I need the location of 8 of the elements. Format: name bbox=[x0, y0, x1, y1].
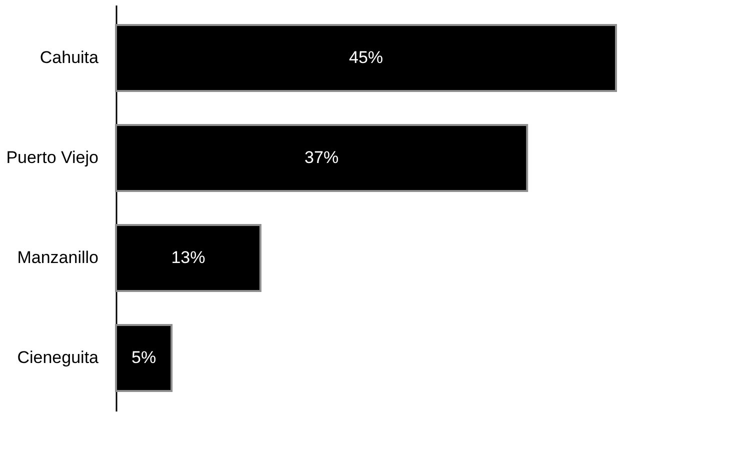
data-label: 37% bbox=[304, 148, 339, 167]
data-label: 5% bbox=[131, 348, 156, 367]
y-tick-label: Manzanillo bbox=[17, 248, 98, 267]
data-label: 13% bbox=[171, 248, 206, 267]
data-label: 45% bbox=[348, 48, 384, 67]
y-tick-label: Cieneguita bbox=[17, 348, 100, 367]
y-tick-label: Puerto Viejo bbox=[6, 148, 98, 167]
y-tick-label: Cahuita bbox=[40, 48, 100, 67]
